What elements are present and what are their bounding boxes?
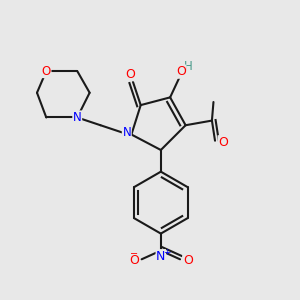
Text: −: −	[130, 249, 138, 259]
Text: H: H	[184, 60, 193, 73]
Text: O: O	[126, 68, 135, 81]
Text: O: O	[183, 254, 193, 267]
Text: O: O	[218, 136, 228, 149]
Text: +: +	[163, 248, 170, 257]
Text: O: O	[176, 65, 186, 78]
Text: N: N	[73, 111, 82, 124]
Text: N: N	[156, 250, 166, 263]
Text: N: N	[122, 125, 131, 139]
Text: O: O	[129, 254, 139, 267]
Text: O: O	[42, 64, 51, 78]
